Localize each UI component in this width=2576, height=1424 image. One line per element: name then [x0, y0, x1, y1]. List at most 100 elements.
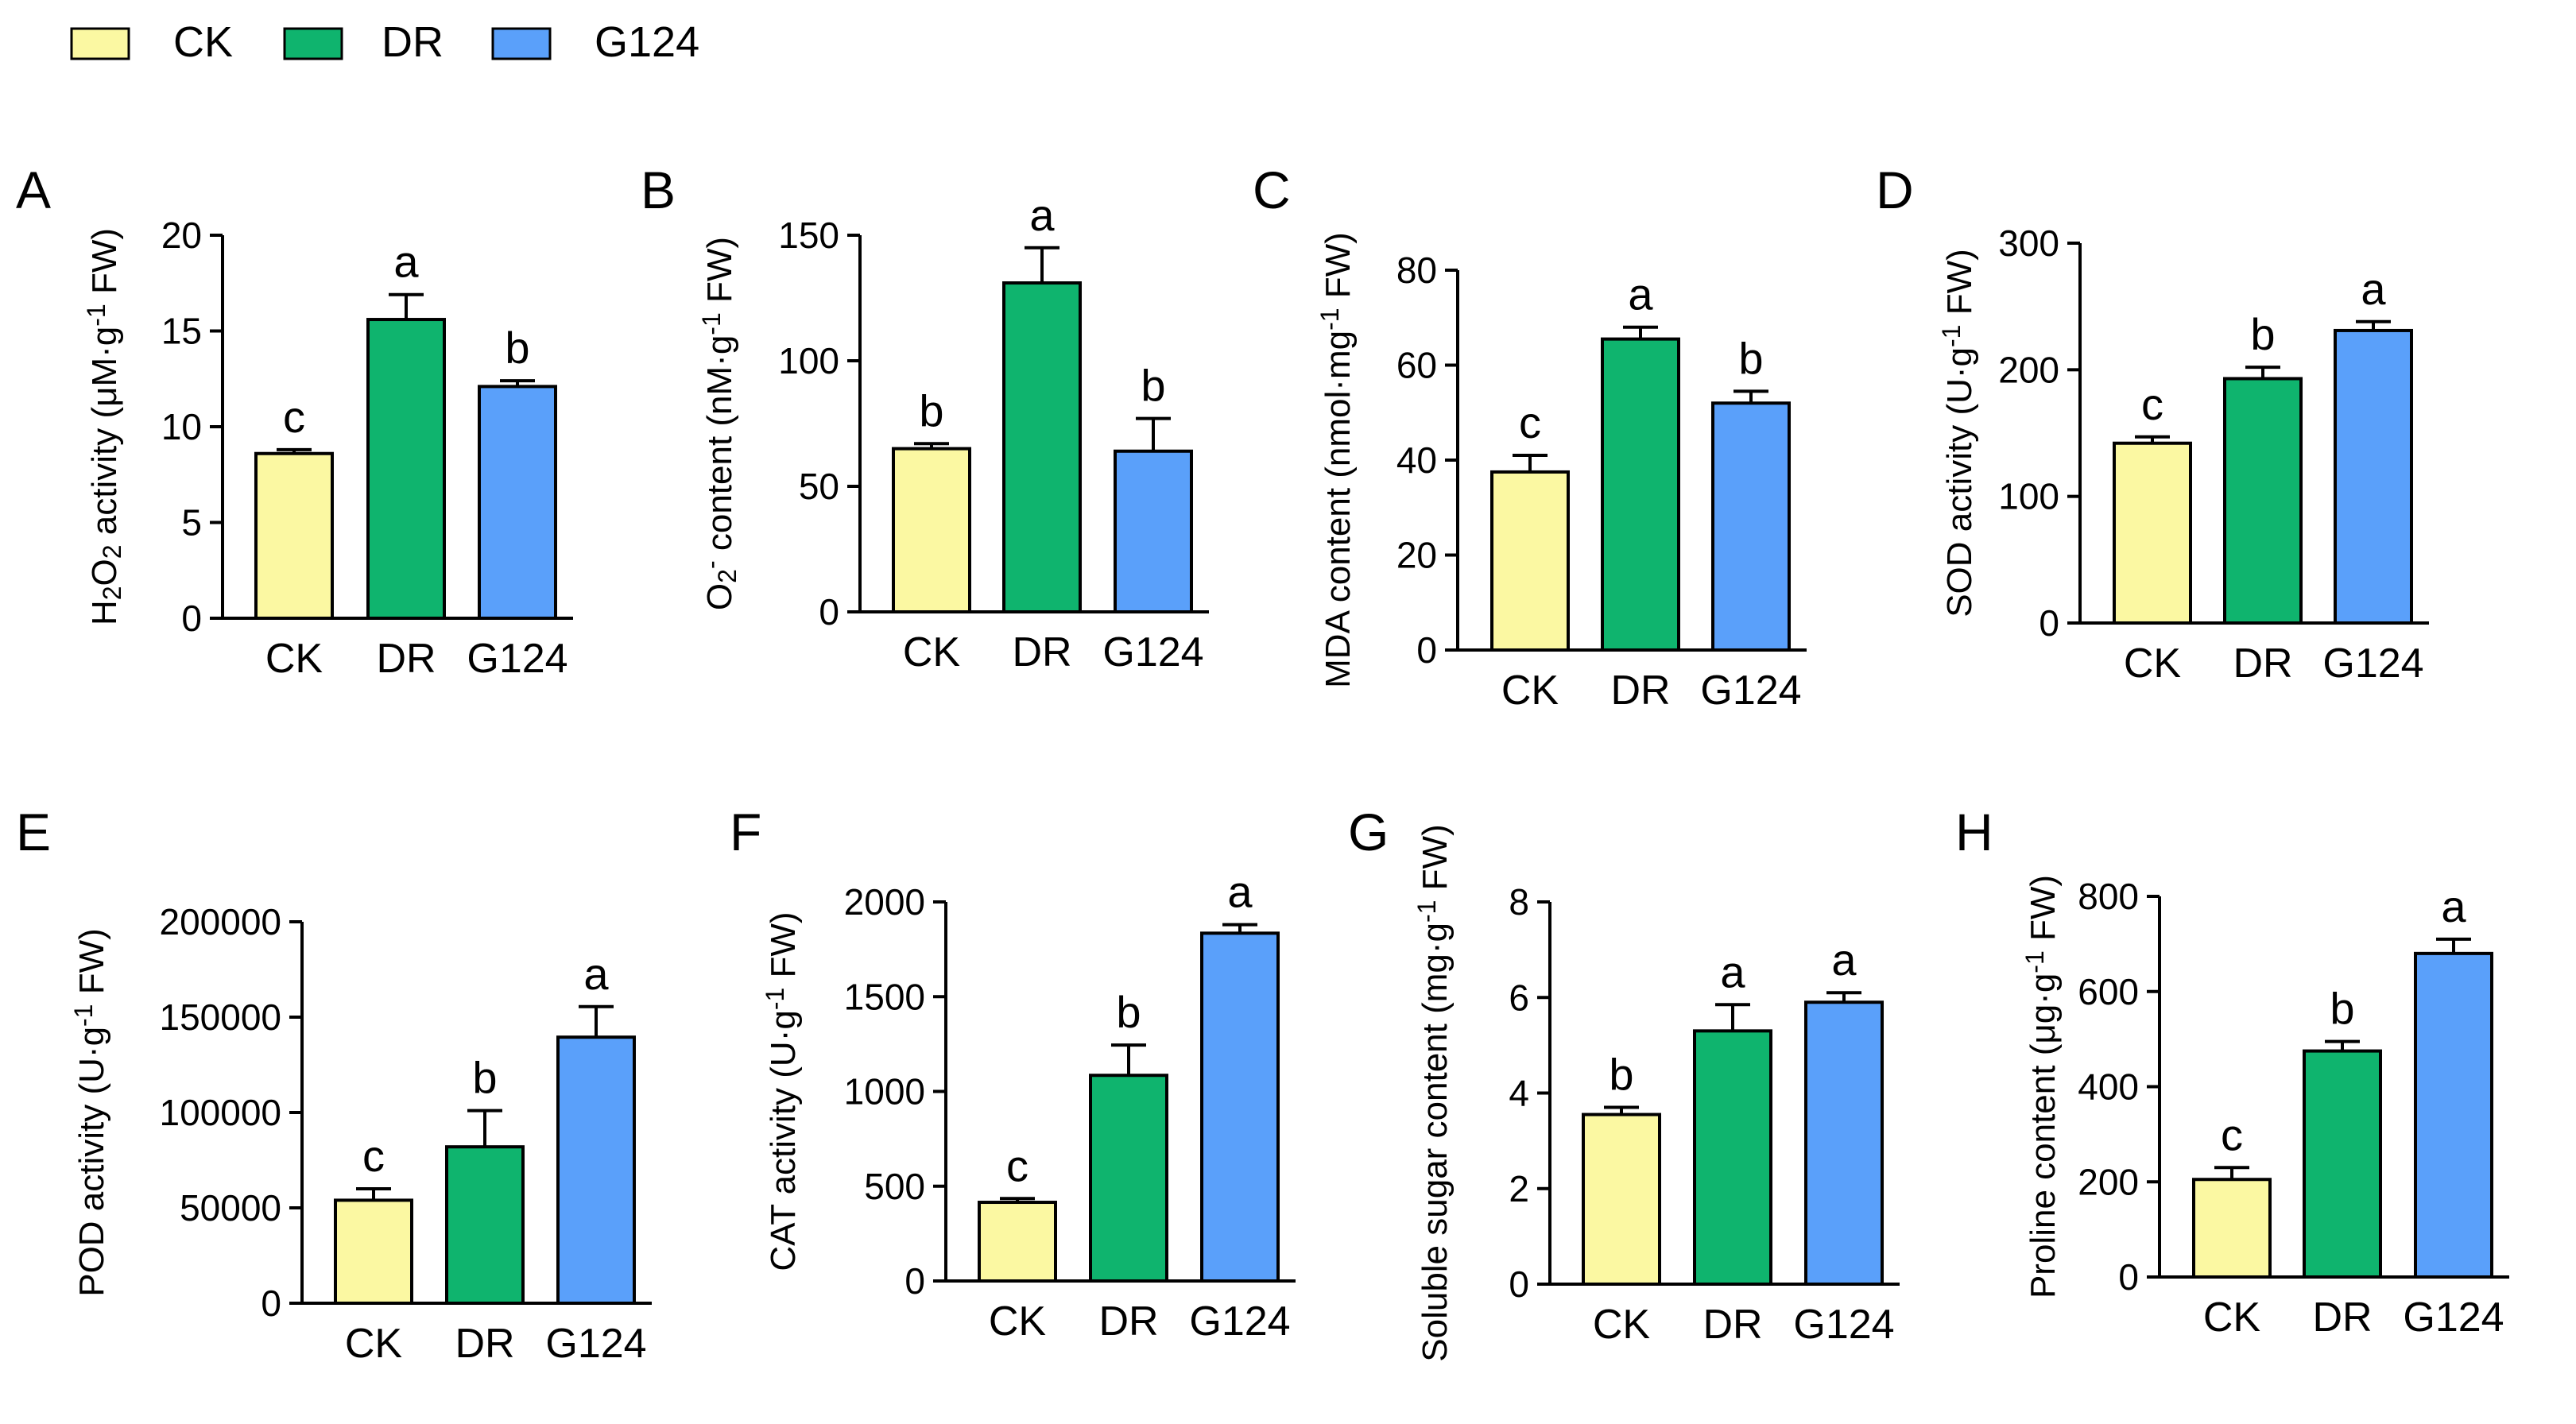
y-axis-label-part: FW) [764, 911, 803, 987]
y-axis-label-part: SOD activity (U·g [1940, 347, 1979, 617]
y-axis-label-part: 2 [713, 569, 742, 583]
bar-g-dr [1693, 1029, 1772, 1287]
y-axis-label-part: FW) [700, 237, 739, 312]
y-tick-label-a-3: 15 [161, 311, 202, 352]
bar-d-dr [2223, 377, 2303, 625]
y-tick-label-f-3: 1500 [844, 976, 925, 1017]
legend-label-ck: CK [173, 18, 233, 66]
panel-c: C 0 20 40 60 80 MDA content (nmol·mg-1 FW) c CK a… [1253, 161, 1807, 714]
y-tick-label-h-3: 600 [2078, 971, 2139, 1012]
y-tick-label-a-0: 0 [181, 598, 202, 639]
y-axis-label-part: CAT activity (U·g [764, 1010, 803, 1271]
panel-label-c: C [1253, 161, 1291, 219]
category-label-e-2: G124 [545, 1321, 646, 1367]
y-tick-label-e-1: 50000 [180, 1187, 281, 1229]
y-axis-label-part: - [697, 560, 726, 569]
y-tick-label-c-2: 40 [1396, 439, 1437, 481]
legend-item-dr: DR [283, 18, 444, 66]
panel-b: B 0 50 100 150 O2- content (nM·g-1 FW) b CK a DR b… [641, 161, 1209, 675]
sig-letter-e-2: a [583, 949, 609, 999]
legend-label-g124: G124 [595, 18, 699, 66]
sig-letter-a-0: c [283, 392, 305, 442]
category-label-f-1: DR [1098, 1298, 1158, 1345]
legend-label-dr: DR [382, 18, 444, 66]
panel-f: F 0 500 1000 1500 2000 CAT activity (U·g-1 FW)… [730, 803, 1296, 1345]
panel-h: H 0 200 400 600 800 Proline content (μg·g-1 FW… [1955, 803, 2509, 1341]
category-label-f-0: CK [989, 1298, 1047, 1345]
category-label-a-1: DR [376, 636, 436, 682]
category-label-f-2: G124 [1189, 1298, 1290, 1345]
sig-letter-g-1: a [1720, 946, 1745, 996]
y-axis-label-part: activity (μM·g [85, 327, 124, 545]
y-tick-label-d-2: 200 [1998, 349, 2059, 390]
sig-letter-d-0: c [2141, 379, 2163, 429]
sig-letter-a-2: b [505, 323, 529, 373]
y-axis-label-part: FW) [1319, 232, 1358, 308]
category-label-b-0: CK [903, 629, 961, 675]
bar-f-g124 [1200, 931, 1280, 1283]
sig-letter-a-1: a [393, 237, 419, 287]
y-tick-label-d-3: 300 [1998, 222, 2059, 264]
y-axis-label-part: 2 [98, 544, 126, 559]
y-tick-label-b-0: 0 [819, 591, 839, 633]
y-tick-label-d-1: 100 [1998, 476, 2059, 517]
y-tick-label-g-3: 6 [1509, 977, 1529, 1018]
y-axis-label-part: -1 [1412, 900, 1441, 923]
panel-label-g: G [1348, 803, 1389, 861]
legend-swatch-dr [283, 27, 343, 60]
bar-g-ck [1582, 1112, 1661, 1287]
category-label-d-1: DR [2233, 640, 2292, 687]
sig-letter-f-2: a [1227, 867, 1253, 917]
category-label-d-2: G124 [2322, 640, 2423, 687]
y-tick-label-c-1: 20 [1396, 535, 1437, 576]
y-axis-label-part: O [700, 583, 739, 610]
bar-e-dr [445, 1145, 525, 1305]
y-tick-label-b-3: 150 [778, 215, 839, 256]
sig-letter-c-0: c [1519, 397, 1541, 447]
sig-letter-d-2: a [2361, 264, 2386, 314]
y-axis-label-part: MDA content (nmol·mg [1319, 331, 1358, 688]
bar-b-ck [892, 447, 971, 613]
sig-letter-e-1: b [472, 1053, 497, 1103]
y-axis-label-part: Proline content (μg·g [2024, 973, 2063, 1298]
y-axis-label-b: O2- content (nM·g-1 FW) [697, 237, 742, 610]
sig-letter-g-2: a [1831, 934, 1857, 985]
bar-e-ck [334, 1198, 413, 1306]
category-label-g-1: DR [1702, 1302, 1762, 1348]
category-label-a-2: G124 [467, 636, 567, 682]
sig-letter-g-0: b [1609, 1050, 1633, 1100]
y-tick-label-a-4: 20 [161, 215, 202, 256]
panel-label-b: B [641, 161, 676, 219]
y-axis-label-part: FW) [1416, 824, 1455, 900]
y-tick-label-g-1: 2 [1509, 1168, 1529, 1209]
y-axis-label-part: FW) [1940, 249, 1979, 324]
category-label-b-1: DR [1012, 629, 1071, 675]
y-axis-label-part: FW) [72, 928, 111, 1004]
y-tick-label-c-0: 0 [1416, 629, 1437, 671]
y-axis-label-part: POD activity (U·g [72, 1027, 111, 1297]
y-tick-label-e-3: 150000 [160, 996, 282, 1038]
bar-d-ck [2113, 441, 2192, 625]
category-label-h-2: G124 [2403, 1294, 2504, 1341]
bar-e-g124 [556, 1035, 636, 1305]
bar-f-dr [1089, 1074, 1168, 1283]
y-tick-label-e-0: 0 [261, 1283, 281, 1324]
legend-item-ck: CK [70, 18, 233, 66]
y-axis-label-part: -1 [761, 988, 789, 1010]
y-axis-label-part: -1 [1937, 325, 1966, 347]
y-tick-label-g-4: 8 [1509, 881, 1529, 923]
panel-label-d: D [1876, 161, 1914, 219]
bar-a-dr [366, 318, 446, 620]
category-label-g-0: CK [1593, 1302, 1651, 1348]
bar-a-ck [254, 451, 334, 620]
category-label-d-0: CK [2124, 640, 2182, 687]
panel-label-h: H [1955, 803, 1993, 861]
bar-c-ck [1490, 470, 1570, 652]
y-tick-label-c-3: 60 [1396, 345, 1437, 386]
category-label-h-1: DR [2312, 1294, 2372, 1341]
y-tick-label-b-1: 50 [799, 466, 839, 507]
category-label-a-0: CK [265, 636, 323, 682]
y-axis-label-e: POD activity (U·g-1 FW) [69, 928, 111, 1297]
y-tick-label-g-0: 0 [1509, 1263, 1529, 1305]
